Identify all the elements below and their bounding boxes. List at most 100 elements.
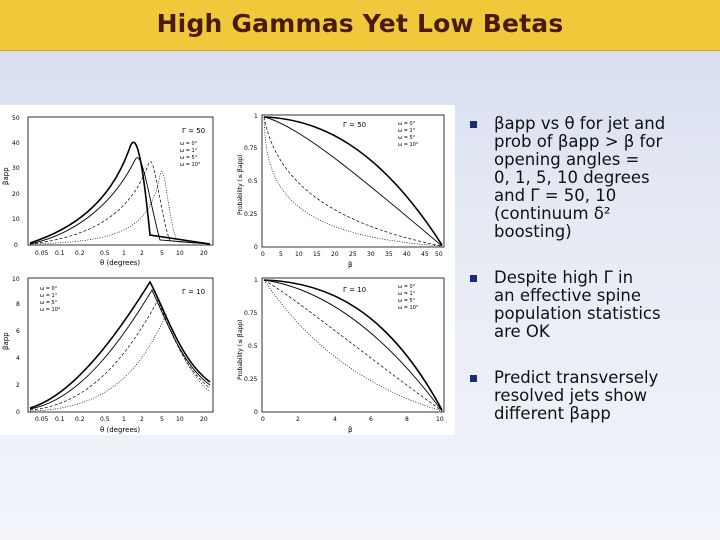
- curve-omega-10: [263, 116, 443, 247]
- y-tick: 0: [254, 409, 258, 416]
- bullet-item: βapp vs θ for jet and prob of βapp > β f…: [466, 115, 716, 241]
- y-tick: 0: [16, 409, 20, 416]
- y-tick: 0.25: [244, 211, 258, 218]
- x-tick: 15: [313, 251, 321, 258]
- x-tick: 0.1: [55, 250, 65, 257]
- x-tick: 0: [261, 416, 265, 423]
- x-axis-label: β: [348, 261, 352, 269]
- y-tick: 2: [16, 382, 20, 389]
- x-tick: 1: [122, 416, 126, 423]
- y-tick: 0.75: [244, 145, 258, 152]
- x-tick: 0: [261, 251, 265, 258]
- y-tick: 50: [12, 115, 20, 122]
- y-tick: 0.25: [244, 376, 258, 383]
- x-tick: 0.05: [35, 416, 49, 423]
- x-tick: 4: [333, 416, 337, 423]
- bullet-square-icon: [470, 275, 477, 282]
- x-axis-label: θ (degrees): [100, 426, 140, 434]
- x-tick: 20: [331, 251, 339, 258]
- y-tick: 4: [16, 355, 20, 362]
- y-axis-label: βapp: [2, 167, 10, 185]
- x-tick: 10: [436, 416, 444, 423]
- legend-item: ω = 0°: [398, 121, 416, 127]
- curve-omega-1: [29, 289, 211, 410]
- x-tick: 5: [160, 250, 164, 257]
- y-axis-label: βapp: [2, 332, 10, 350]
- curve-omega-5: [263, 279, 443, 412]
- y-tick: 30: [12, 165, 20, 172]
- x-tick: 2: [140, 250, 144, 257]
- y-tick: 6: [16, 328, 20, 335]
- x-tick: 50: [435, 251, 443, 258]
- y-ticks: 0 0.25 0.5 0.75 1: [244, 113, 258, 251]
- x-tick: 0.5: [100, 250, 110, 257]
- x-tick: 2: [296, 416, 300, 423]
- x-tick: 45: [421, 251, 429, 258]
- x-axis-label: β: [348, 426, 352, 434]
- x-tick: 20: [200, 416, 208, 423]
- bullet-item: Despite high Γ in an effective spine pop…: [466, 269, 716, 341]
- legend-item: ω = 1°: [398, 291, 416, 297]
- x-ticks: 0.05 0.1 0.2 0.5 1 2 5 10 20: [35, 416, 208, 423]
- x-tick: 0.05: [35, 250, 49, 257]
- curve-omega-0: [263, 116, 443, 246]
- legend-item: ω = 0°: [398, 284, 416, 290]
- y-tick: 40: [12, 140, 20, 147]
- x-tick: 25: [349, 251, 357, 258]
- x-tick: 40: [403, 251, 411, 258]
- x-tick: 10: [295, 251, 303, 258]
- y-ticks: 0 10 20 30 40 50: [12, 115, 20, 249]
- legend-item: ω = 10°: [180, 162, 201, 168]
- gamma-label: Γ = 50: [182, 127, 205, 135]
- legend-item: ω = 10°: [40, 307, 61, 313]
- gamma-label: Γ = 10: [182, 288, 205, 296]
- curve-omega-0: [29, 141, 211, 245]
- x-tick: 0.5: [100, 416, 110, 423]
- curve-omega-1: [29, 157, 211, 245]
- y-tick: 20: [12, 191, 20, 198]
- y-tick: 10: [12, 276, 20, 283]
- y-tick: 0.75: [244, 310, 258, 317]
- gamma-label: Γ = 50: [343, 121, 366, 129]
- x-tick: 0.2: [75, 416, 85, 423]
- y-tick: 10: [12, 216, 20, 223]
- legend-item: ω = 5°: [180, 155, 198, 161]
- bullet-item: Predict transversely resolved jets show …: [466, 369, 716, 423]
- legend-item: ω = 5°: [398, 298, 416, 304]
- x-tick: 6: [369, 416, 373, 423]
- y-ticks: 0 2 4 6 8 10: [12, 276, 20, 416]
- y-tick: 1: [254, 277, 258, 284]
- plot-top-left: Γ = 50 βapp θ (degrees) 0 10 20 30 40 50…: [0, 105, 228, 270]
- x-tick: 10: [176, 416, 184, 423]
- x-ticks: 0.05 0.1 0.2 0.5 1 2 5 10 20: [35, 250, 208, 257]
- y-tick: 0: [14, 242, 18, 249]
- curve-omega-1: [263, 116, 443, 247]
- legend: ω = 0° ω = 1° ω = 5° ω = 10°: [398, 284, 419, 311]
- curve-omega-10: [29, 314, 211, 412]
- y-tick: 0.5: [248, 343, 258, 350]
- x-tick: 1: [122, 250, 126, 257]
- title-bar: High Gammas Yet Low Betas: [0, 0, 720, 51]
- x-tick: 10: [176, 250, 184, 257]
- legend: ω = 0° ω = 1° ω = 5° ω = 10°: [398, 121, 419, 148]
- legend-item: ω = 5°: [398, 135, 416, 141]
- legend-item: ω = 1°: [40, 293, 58, 299]
- bullet-text: Despite high Γ in an effective spine pop…: [494, 268, 661, 341]
- x-tick: 5: [160, 416, 164, 423]
- y-tick: 1: [254, 113, 258, 120]
- legend-item: ω = 0°: [40, 286, 58, 292]
- figure-panel-grid: Γ = 50 βapp θ (degrees) 0 10 20 30 40 50…: [0, 105, 455, 435]
- curve-omega-1: [263, 279, 443, 412]
- bullet-square-icon: [470, 375, 477, 382]
- curve-omega-5: [29, 299, 211, 411]
- curve-omega-0: [29, 280, 211, 409]
- slide-title: High Gammas Yet Low Betas: [156, 9, 564, 38]
- x-tick: 8: [405, 416, 409, 423]
- x-tick: 35: [385, 251, 393, 258]
- curve-omega-0: [263, 279, 443, 411]
- y-axis-label: Probability (≤ βapp): [237, 155, 244, 215]
- gamma-label: Γ = 10: [343, 286, 366, 294]
- plot-bottom-left: Γ = 10 βapp θ (degrees) 0 2 4 6 8 10 0.0…: [0, 270, 228, 435]
- y-tick: 0: [254, 244, 258, 251]
- plot-top-right: Γ = 50 Probability (≤ βapp) β 0 0.25 0.5…: [228, 105, 455, 270]
